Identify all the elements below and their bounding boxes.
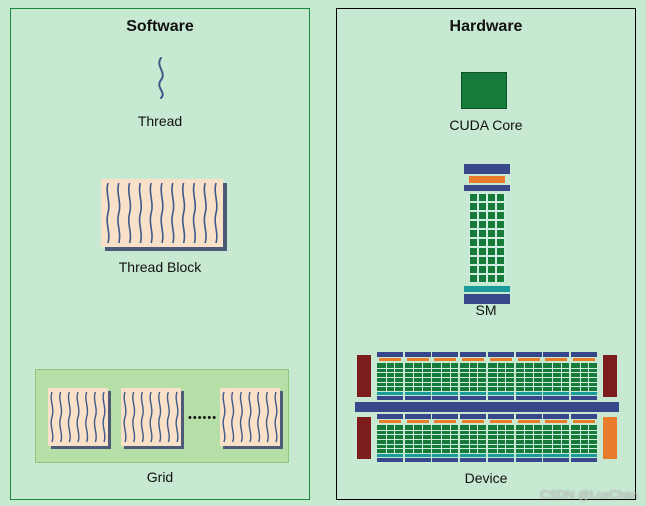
- software-panel: Software Thread Thread Block •••••• Grid: [10, 8, 310, 500]
- cuda-core-label: CUDA Core: [337, 117, 635, 133]
- grid-mini-block-icon: [220, 388, 280, 446]
- cuda-core-icon: [461, 72, 507, 109]
- thread-block-label: Thread Block: [11, 259, 309, 275]
- device-label: Device: [337, 470, 635, 486]
- hardware-panel: Hardware CUDA Core SM Device: [336, 8, 636, 500]
- ellipsis-icon: ••••••: [188, 412, 217, 424]
- thread-label: Thread: [11, 113, 309, 129]
- hardware-title: Hardware: [337, 18, 635, 36]
- grid-container-icon: ••••••: [35, 369, 289, 463]
- sm-label: SM: [337, 302, 635, 318]
- device-icon: [355, 349, 619, 465]
- grid-label: Grid: [11, 469, 309, 485]
- thread-squiggle-icon: [153, 56, 169, 100]
- watermark: CSDN @LceChan: [540, 488, 638, 502]
- thread-block-threads-icon: [101, 179, 223, 247]
- grid-mini-block-icon: [48, 388, 108, 446]
- grid-mini-block-icon: [121, 388, 181, 446]
- sm-icon: [464, 164, 510, 294]
- software-title: Software: [11, 18, 309, 36]
- thread-block-icon: [101, 179, 223, 247]
